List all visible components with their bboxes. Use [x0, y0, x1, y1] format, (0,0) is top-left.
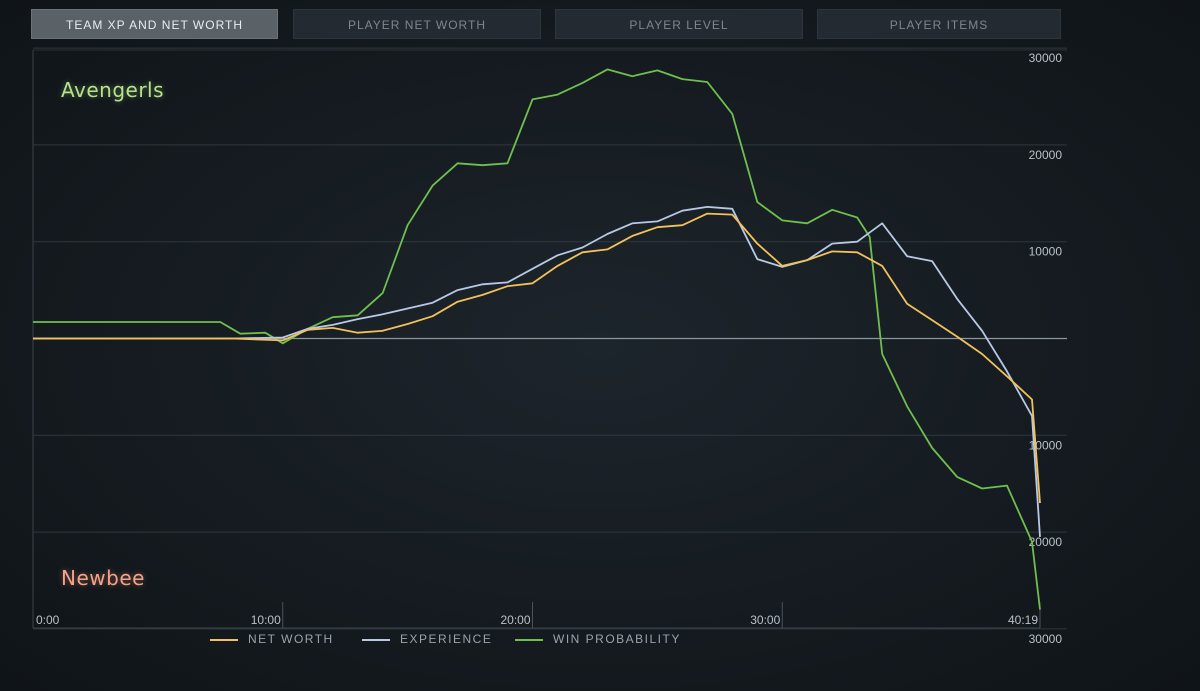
tab-team-xp-net-worth[interactable]: TEAM XP AND NET WORTH [31, 9, 278, 39]
tab-player-net-worth[interactable]: PLAYER NET WORTH [293, 9, 541, 39]
y-tick-label: 30000 [1029, 51, 1063, 65]
tab-player-level[interactable]: PLAYER LEVEL [555, 9, 803, 39]
legend-swatch-net-worth [210, 638, 238, 641]
legend-swatch-win-probability [515, 638, 543, 641]
x-tick-label: 30:00 [750, 613, 780, 627]
y-tick-label: 10000 [1029, 438, 1063, 452]
y-tick-label: 10000 [1029, 245, 1063, 259]
legend-label-win-probability: WIN PROBABILITY [553, 632, 681, 646]
y-tick-label: 20000 [1029, 148, 1063, 162]
legend-label-experience: EXPERIENCE [400, 632, 493, 646]
x-tick-label: 40:19 [1008, 613, 1038, 627]
series-line-net-worth [33, 212, 1041, 504]
legend-win-probability: WIN PROBABILITY [515, 632, 681, 646]
y-tick-label: 20000 [1029, 535, 1063, 549]
series-line-win-probability [33, 68, 1041, 610]
legend-label-net-worth: NET WORTH [248, 632, 334, 646]
legend-net-worth: NET WORTH [210, 632, 334, 646]
tab-player-items[interactable]: PLAYER ITEMS [817, 9, 1061, 39]
tab-bar: TEAM XP AND NET WORTH PLAYER NET WORTH P… [31, 9, 1061, 39]
bottom-team-name: Newbee [61, 566, 145, 590]
y-tick-label: 30000 [1029, 632, 1063, 646]
top-team-name: Avengerls [61, 78, 165, 102]
x-tick-label: 0:00 [36, 613, 60, 627]
x-tick-label: 20:00 [500, 613, 530, 627]
legend-swatch-experience [362, 638, 390, 641]
legend-experience: EXPERIENCE [362, 632, 492, 646]
x-tick-label: 10:00 [251, 613, 281, 627]
series-line-experience [33, 205, 1041, 537]
